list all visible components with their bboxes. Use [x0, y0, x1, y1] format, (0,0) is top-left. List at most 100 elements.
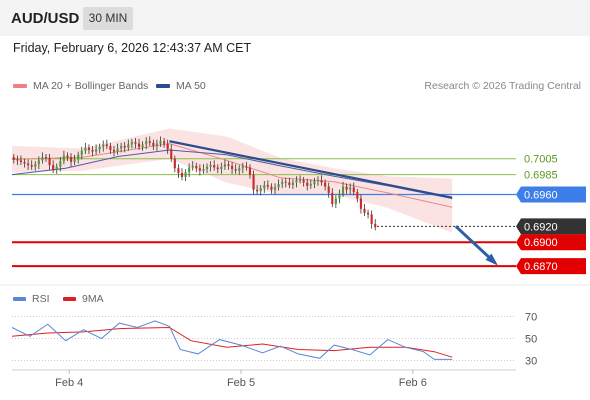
candle-body	[116, 148, 119, 152]
candle-body	[266, 184, 269, 187]
candle-body	[80, 150, 83, 155]
candle-body	[205, 166, 209, 170]
chart-header: AUD/USD 30 MIN	[0, 0, 590, 36]
candle-body	[241, 166, 244, 169]
candle-body	[52, 165, 55, 170]
candle-body	[306, 182, 309, 186]
rsi-legend-swatch	[13, 297, 26, 302]
candle-body	[216, 167, 219, 170]
candle-body	[359, 198, 362, 209]
candle-body	[137, 143, 141, 147]
candle-body	[273, 187, 277, 190]
rsi-ma-legend: 9MA	[63, 293, 104, 305]
candle-body	[105, 144, 108, 147]
candle-body	[59, 161, 62, 167]
time-label: Feb 5	[227, 377, 255, 389]
candle-body	[220, 166, 223, 170]
candle-body	[231, 165, 234, 170]
candle-body	[148, 141, 151, 143]
rsi-tick-label: 30	[525, 356, 537, 368]
candle-body	[134, 142, 137, 144]
candle-body	[120, 146, 123, 149]
candle-body	[41, 157, 44, 161]
candle-body	[356, 192, 359, 199]
price-label-5: 0.6870	[524, 261, 558, 273]
rsi-ma-legend-label: 9MA	[82, 293, 104, 305]
candle-body	[363, 208, 366, 213]
price-label-bg-5	[516, 258, 586, 275]
candle-body	[159, 141, 162, 144]
ma50-line	[11, 149, 453, 199]
candle-body	[370, 214, 373, 224]
symbol-title: AUD/USD	[11, 10, 80, 27]
candle-body	[234, 169, 237, 171]
candle-body	[331, 192, 334, 205]
timeframe-button[interactable]: 30 MIN	[83, 7, 133, 30]
candle-body	[180, 173, 184, 178]
candle-body	[309, 184, 312, 186]
price-label-0: 0.7005	[524, 154, 558, 166]
chart-datetime: Friday, February 6, 2026 12:43:37 AM CET	[13, 41, 252, 55]
rsi-ma-legend-swatch	[63, 297, 76, 302]
candle-body	[202, 169, 205, 171]
candle-body	[141, 144, 144, 147]
candle-body	[16, 159, 19, 161]
candle-body	[277, 184, 280, 188]
candle-body	[69, 157, 73, 162]
candle-body	[209, 165, 212, 167]
candle-body	[91, 149, 94, 152]
copyright-text: Research © 2026 Trading Central	[424, 80, 581, 92]
candle-body	[27, 163, 30, 166]
candle-body	[152, 142, 155, 147]
price-label-1: 0.6985	[524, 170, 558, 182]
candle-body	[291, 182, 294, 185]
candle-body	[245, 166, 248, 168]
ma50-legend-swatch	[156, 84, 170, 89]
candle-body	[127, 144, 130, 148]
candle-body	[184, 172, 187, 178]
candle-body	[62, 155, 65, 162]
time-label: Feb 6	[399, 377, 427, 389]
bollinger-band	[12, 128, 453, 233]
candle-body	[281, 181, 284, 185]
candle-body	[334, 198, 337, 205]
candle-body	[302, 180, 305, 183]
candle-body	[112, 149, 116, 152]
candle-body	[191, 165, 194, 168]
candle-body	[349, 187, 352, 190]
rsi-ma-line	[11, 326, 453, 358]
price-label-bg-3	[516, 218, 586, 235]
candle-body	[102, 144, 105, 147]
candle-body	[374, 223, 377, 228]
candle-body	[98, 146, 101, 150]
candle-body	[166, 143, 169, 150]
candle-body	[248, 167, 252, 175]
price-label-4: 0.6900	[524, 237, 558, 249]
candle-body	[345, 186, 348, 190]
candle-body	[263, 184, 266, 189]
candle-body	[213, 165, 216, 168]
time-label: Feb 4	[55, 377, 83, 389]
forecast-arrow-head	[485, 253, 498, 266]
candle-body	[288, 182, 291, 185]
bb-legend-label: MA 20 + Bollinger Bands	[33, 80, 149, 92]
candle-body	[19, 160, 23, 162]
candle-body	[55, 166, 58, 170]
bb-legend-swatch	[13, 84, 27, 89]
price-label-bg-4	[516, 234, 586, 251]
candle-body	[223, 164, 226, 167]
candle-body	[320, 180, 323, 183]
candle-body	[73, 159, 76, 162]
candle-body	[155, 143, 159, 147]
candle-body	[284, 181, 287, 183]
candle-body	[30, 165, 33, 167]
candle-body	[341, 186, 345, 194]
candle-body	[198, 168, 201, 171]
candle-body	[145, 141, 148, 145]
price-label-2: 0.6960	[524, 190, 558, 202]
candle-body	[44, 157, 48, 159]
bb-legend: MA 20 + Bollinger Bands	[13, 80, 148, 92]
candle-body	[227, 164, 230, 166]
rsi-tick-label: 70	[525, 312, 537, 324]
